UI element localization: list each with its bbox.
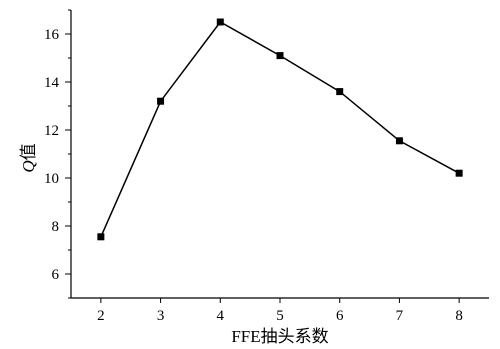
data-point (97, 233, 105, 241)
y-axis-label-symbol: Q (19, 160, 38, 172)
y-tick-label: 14 (44, 75, 60, 91)
data-point (336, 88, 344, 96)
x-tick-label: 2 (97, 308, 105, 324)
x-tick-label: 4 (217, 308, 225, 324)
x-tick-label: 8 (455, 308, 463, 324)
y-tick-label: 10 (44, 171, 59, 187)
y-tick-label: 6 (52, 267, 60, 283)
x-tick-label: 3 (157, 308, 165, 324)
data-point (216, 18, 224, 26)
data-point (395, 137, 403, 145)
data-point (157, 97, 165, 105)
y-axis-label-suffix: 值 (19, 143, 38, 160)
data-point (276, 52, 284, 60)
y-ticks: 6 8 10 12 14 16 (44, 9, 71, 299)
x-tick-label: 5 (276, 308, 284, 324)
x-tick-label: 7 (396, 308, 404, 324)
x-ticks: 2 3 4 5 6 7 8 (97, 298, 463, 324)
y-tick-label: 16 (44, 27, 60, 43)
y-tick-label: 12 (44, 123, 59, 139)
y-tick-label: 8 (52, 219, 60, 235)
x-tick-label: 6 (336, 308, 344, 324)
y-axis-label: Q值 (19, 143, 38, 172)
data-point (455, 169, 463, 177)
data-series (97, 18, 463, 241)
x-axis-label: FFE抽头系数 (231, 327, 328, 346)
